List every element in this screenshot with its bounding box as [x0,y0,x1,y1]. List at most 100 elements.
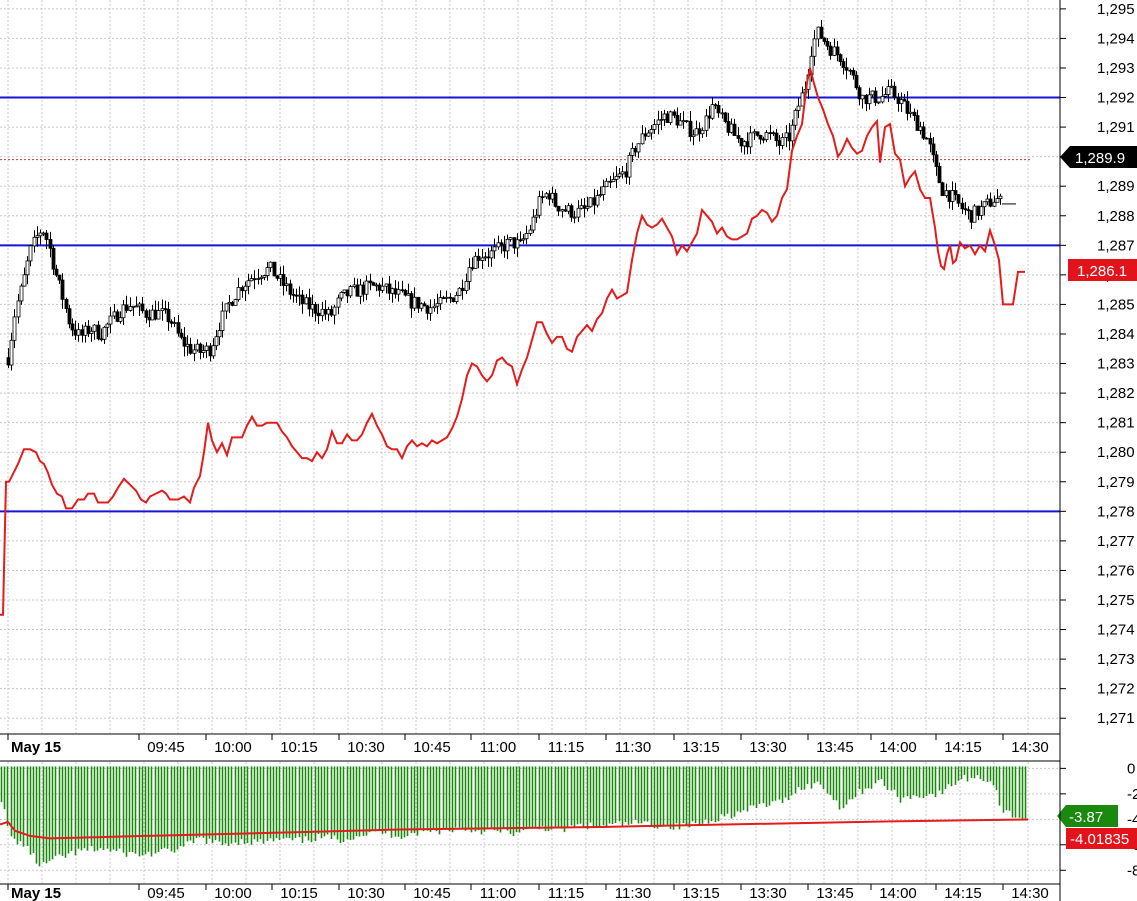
candle-body [825,41,830,47]
candle-body [710,104,715,119]
time-label: 13:15 [682,739,720,756]
candle-body [662,113,667,120]
candle-body [592,197,597,206]
candle-body [112,311,117,317]
candle-body [720,112,725,115]
candle-body [432,305,437,309]
candle-body [860,94,865,100]
time-label: 09:45 [147,885,185,901]
time-label: 13:30 [749,885,787,901]
candle-body [518,239,523,242]
candle-body [41,232,46,235]
candle-body [316,312,321,317]
candle-body [76,329,81,336]
candle-body [396,289,401,295]
price-tick-label: 1,274 [1097,622,1135,639]
candle-body [118,317,123,322]
candle-body [716,104,721,114]
candle-body [572,216,577,219]
candle-body [211,345,216,357]
candle-body [486,256,491,259]
candle-body [950,190,955,202]
candle-body [499,242,504,246]
price-panel[interactable]: 1,271 1,272 1,273 1,274 1,275 1,276 1,277 1,278… [0,0,1137,733]
candle-body [899,99,904,104]
candle-body [220,310,225,331]
candle-body [160,308,165,311]
candle-body [364,280,369,295]
candle-body [496,242,501,248]
candle-body [195,343,200,351]
time-label: 11:00 [480,885,516,901]
price-tick-label: 1,285 [1097,296,1135,313]
candle-body [604,180,609,188]
candle-body [515,239,520,249]
candle-body [636,143,641,153]
price-tick-label: 1,287 [1097,237,1135,254]
candle-body [233,299,238,306]
candle-body [208,345,213,357]
indicator-panel[interactable]: 0-2-4-6-8 -3.87 -4.01835 [0,760,1137,883]
candle-body [537,196,542,216]
price-tick-label: 1,273 [1097,651,1135,668]
candle-body [352,284,357,288]
candle-body [870,90,875,96]
time-label: 13:30 [749,739,787,756]
candle-body [368,280,373,284]
candle-body [448,296,453,299]
candle-body [54,268,59,276]
candle-body [793,109,798,126]
candle-body [678,120,683,126]
candle-body [128,306,133,311]
candle-body [124,304,129,311]
time-label: 11:15 [548,739,584,756]
candle-body [329,309,334,316]
candle-body [19,285,24,302]
candle-body [649,129,654,134]
candle-body [284,283,289,286]
candle-body [521,238,526,241]
candle-body [643,133,648,137]
indicator-last-badge-bg [1057,805,1118,827]
candle-body [454,294,459,303]
time-axis-upper-bg [0,734,1060,760]
candle-body [947,190,952,202]
price-tick-label: 1,278 [1097,503,1135,520]
candle-body [307,297,312,310]
candle-body [336,297,341,308]
candle-body [217,330,222,338]
price-tick-label: 1,291 [1097,119,1135,136]
candle-body [121,304,126,319]
candle-body [483,256,488,259]
candle-body [752,131,757,134]
candle-body [748,132,753,148]
candle-body [102,326,107,340]
candle-body [240,287,245,292]
price-tick-label: 1,271 [1097,710,1135,727]
candle-body [790,124,795,142]
candle-body [227,302,232,305]
candle-body [630,147,635,156]
candle-body [560,209,565,212]
candle-body [569,205,574,218]
last-price-badge: 1,289.9 [1060,146,1137,168]
candle-body [480,257,485,261]
candle-body [652,124,657,130]
candle-body [32,236,37,247]
candle-body [320,308,325,317]
candle-body [355,284,360,297]
candle-body [214,336,219,347]
candle-body [723,112,728,122]
candle-body [6,357,11,366]
overlay-last-badge-bg [1068,259,1137,281]
candle-body [342,289,347,293]
candle-body [988,198,993,207]
price-tick-label: 1,279 [1097,474,1135,491]
candle-body [656,119,661,126]
candle-body [992,201,997,207]
candle-body [764,132,769,140]
candle-body [390,288,395,294]
candle-body [441,297,446,300]
time-label: 13:15 [682,885,720,901]
candle-body [547,193,552,200]
